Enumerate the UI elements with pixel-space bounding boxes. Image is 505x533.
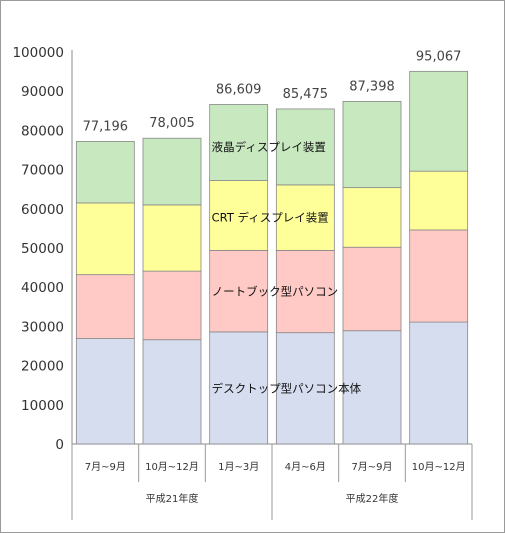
bar-segment: [75, 202, 135, 276]
x-category-label: 4月~6月: [285, 461, 326, 473]
bar-segment: [209, 180, 269, 251]
series-annotation: CRT ディスプレイ装置: [212, 211, 329, 225]
y-tick-label: 80000: [21, 123, 64, 139]
x-group-label: 平成21年度: [146, 492, 199, 505]
y-tick-label: 50000: [21, 241, 64, 257]
bar-segment: [409, 70, 469, 172]
bar-segment: [275, 249, 335, 334]
x-category-label: 7月~9月: [85, 461, 126, 473]
bar-segment: [275, 184, 335, 251]
series-annotation: 液晶ディスプレイ装置: [212, 140, 326, 154]
bar-segment: [142, 137, 202, 206]
bar-total-label: 85,475: [283, 87, 329, 102]
bar-segment: [142, 204, 202, 272]
bar-segment: [342, 100, 402, 189]
bar-segment: [409, 170, 469, 231]
series-annotation: デスクトップ型パソコン本体: [212, 381, 362, 395]
bar-segment: [275, 108, 335, 186]
y-tick-label: 0: [55, 437, 64, 453]
bar-segment: [142, 270, 202, 341]
y-tick-label: 100000: [12, 45, 64, 61]
x-category-label: 7月~9月: [351, 461, 392, 473]
bar-total-label: 95,067: [416, 49, 462, 64]
y-tick-label: 70000: [21, 163, 64, 179]
x-group-label: 平成22年度: [346, 492, 399, 505]
bar-segment: [209, 249, 269, 333]
bar-total-label: 77,196: [83, 119, 129, 134]
bar-total-label: 78,005: [149, 116, 195, 131]
y-tick-label: 30000: [21, 319, 64, 335]
x-category-label: 10月~12月: [412, 461, 466, 473]
bar-segment: [342, 246, 402, 332]
bar-segment: [75, 338, 135, 445]
bar-segment: [75, 140, 135, 204]
y-tick-label: 40000: [21, 280, 64, 296]
bar-segment: [142, 339, 202, 445]
y-tick-label: 10000: [21, 398, 64, 414]
bar-segment: [409, 229, 469, 323]
bar-segment: [209, 104, 269, 181]
bar-total-label: 87,398: [349, 79, 395, 94]
y-tick-label: 20000: [21, 359, 64, 375]
y-tick-label: 90000: [21, 84, 64, 100]
bar-segment: [275, 332, 335, 445]
x-category-label: 1月~3月: [218, 461, 259, 473]
bar-segment: [342, 187, 402, 248]
bar-segment: [75, 274, 135, 339]
bar-segment: [409, 321, 469, 445]
y-tick-label: 60000: [21, 202, 64, 218]
series-annotation: ノートブック型パソコン: [212, 285, 339, 299]
x-category-label: 10月~12月: [145, 461, 199, 473]
bar-total-label: 86,609: [216, 82, 262, 97]
